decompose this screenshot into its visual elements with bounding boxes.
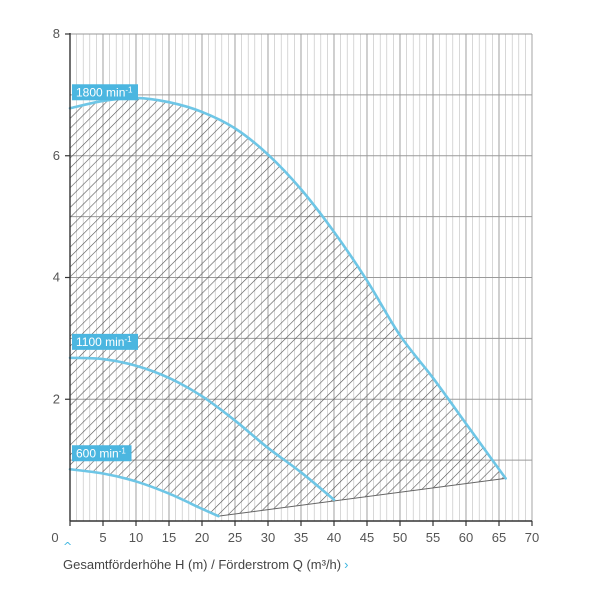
speed-label-box xyxy=(72,333,138,350)
speed-label-box xyxy=(72,84,138,101)
x-tick-label: 50 xyxy=(393,530,407,545)
y-tick-label: 6 xyxy=(53,148,60,163)
x-tick-label: 10 xyxy=(129,530,143,545)
series-line-1 xyxy=(68,356,336,501)
x-tick-label: 35 xyxy=(294,530,308,545)
x-tick-label: 65 xyxy=(492,530,506,545)
speed-label-text: 1800 min-1 xyxy=(76,85,133,99)
x-tick-label: 30 xyxy=(261,530,275,545)
y-tick-label: 2 xyxy=(53,391,60,406)
x-tick-label: 60 xyxy=(459,530,473,545)
x-tick-label: 25 xyxy=(228,530,242,545)
speed-label-box xyxy=(72,445,132,462)
axes xyxy=(65,33,533,526)
y-tick-label: 4 xyxy=(53,270,60,285)
axis-caption-text: Gesamtförderhöhe H (m) / Förderstrom Q (… xyxy=(63,557,342,572)
x-tick-label: 15 xyxy=(162,530,176,545)
operating-area xyxy=(70,97,506,517)
x-tick-label: 5 xyxy=(99,530,106,545)
speed-label-text: 600 min-1 xyxy=(76,446,126,460)
tick-labels: 0 5 10 15 20 25 30 35 40 45 50 55 60 65 70 2 4 6 8 xyxy=(51,26,539,545)
series-line-0 xyxy=(68,96,507,480)
chevron-right-icon[interactable]: › xyxy=(344,557,349,572)
x-tick-label: 40 xyxy=(327,530,341,545)
speed-label-text: 1100 min-1 xyxy=(76,335,132,349)
x-tick-label: 55 xyxy=(426,530,440,545)
curves xyxy=(68,96,507,518)
operating-area-hatch xyxy=(70,97,506,517)
x-tick-label: 45 xyxy=(360,530,374,545)
x-tick-label: 0 xyxy=(51,530,58,545)
series-line-2 xyxy=(68,467,220,518)
chevron-up-icon[interactable]: ^ xyxy=(63,540,73,553)
axis-caption: Gesamtförderhöhe H (m) / Förderstrom Q (… xyxy=(63,557,348,572)
x-tick-label: 70 xyxy=(525,530,539,545)
operating-area-bottom-edge xyxy=(218,477,506,517)
speed-labels: 1800 min-1 1100 min-1 600 min-1 xyxy=(72,84,138,462)
x-tick-label: 20 xyxy=(195,530,209,545)
y-tick-label: 8 xyxy=(53,26,60,41)
